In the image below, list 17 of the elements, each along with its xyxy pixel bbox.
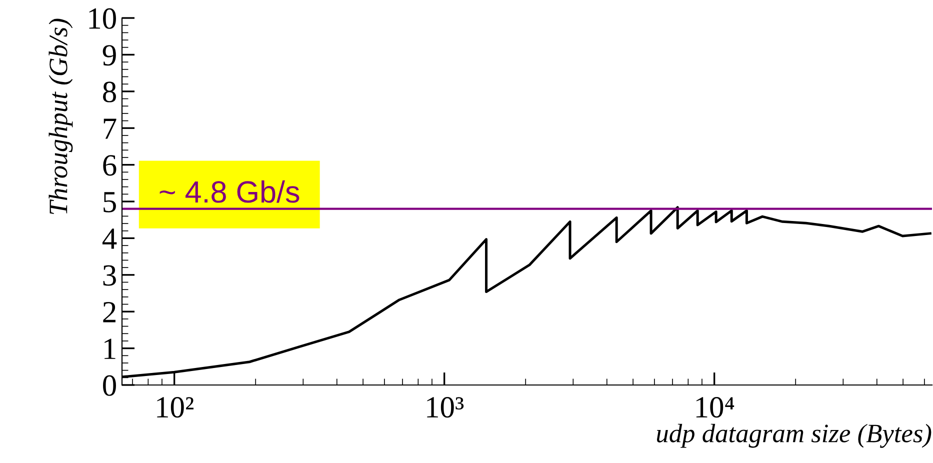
y-tick-label: 0 [103, 375, 116, 396]
y-tick-label: 7 [104, 118, 116, 139]
y-tick-label: 2 [103, 302, 116, 322]
y-tick-label: 10 [89, 8, 116, 29]
y-tick-label: 3 [103, 265, 116, 286]
y-axis-title: Throughput (Gb/s) [48, 18, 73, 214]
y-tick-label: 6 [103, 155, 116, 176]
y-tick-label: 1 [104, 338, 116, 359]
y-tick-label: 4 [102, 228, 117, 249]
y-tick-label: 8 [103, 82, 116, 102]
y-tick-label: 5 [104, 192, 116, 212]
x-tick-label: 10² [157, 396, 194, 418]
x-axis-title: udp datagram size (Bytes) [657, 424, 932, 448]
x-tick-label: 10³ [427, 396, 464, 418]
x-tick-label: 10⁴ [696, 396, 734, 418]
y-tick-label: 9 [102, 45, 116, 66]
ref-line-label: ~ 4.8 Gb/s [160, 180, 300, 203]
